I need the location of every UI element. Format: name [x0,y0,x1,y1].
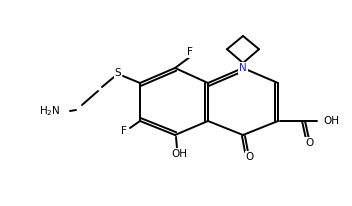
Text: O: O [246,152,254,162]
Text: OH: OH [171,149,187,159]
Text: H$_2$N: H$_2$N [39,104,61,118]
Text: OH: OH [323,116,339,126]
Text: F: F [121,126,127,136]
Text: S: S [115,68,121,78]
Text: O: O [305,138,313,148]
Text: F: F [187,47,193,57]
Text: N: N [239,63,247,73]
